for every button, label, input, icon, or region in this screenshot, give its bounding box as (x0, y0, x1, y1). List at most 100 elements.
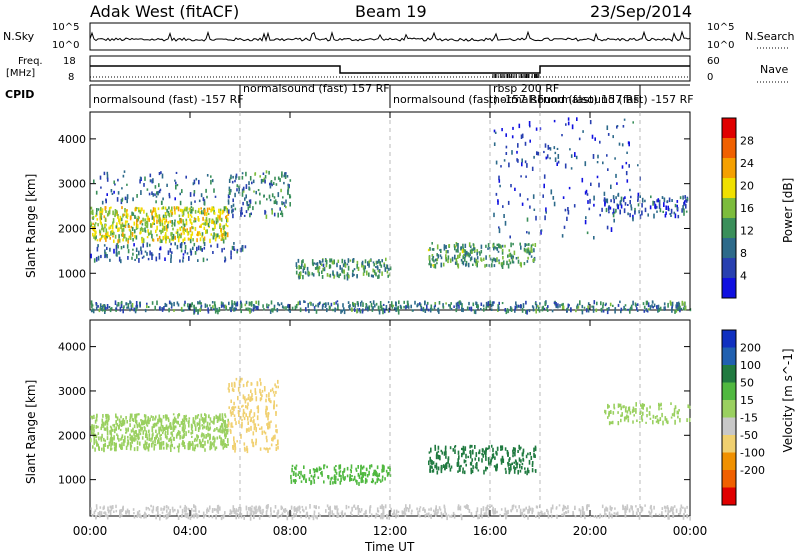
heatmap-cell (343, 478, 346, 481)
heatmap-cell (338, 274, 340, 279)
heatmap-cell (457, 461, 460, 467)
heatmap-cell (426, 304, 428, 310)
heatmap-cell (275, 447, 278, 451)
heatmap-cell (193, 509, 195, 512)
heatmap-cell (160, 421, 163, 427)
heatmap-cell (602, 304, 604, 309)
heatmap-cell (445, 463, 447, 467)
heatmap-cell (445, 250, 448, 254)
heatmap-cell (168, 512, 170, 515)
heatmap-cell (381, 271, 383, 276)
heatmap-cell (378, 310, 381, 315)
heatmap-cell (123, 224, 125, 227)
heatmap-cell (264, 179, 266, 184)
heatmap-cell (471, 458, 473, 462)
heatmap-cell (434, 302, 437, 305)
heatmap-cell (151, 442, 153, 448)
heatmap-cell (300, 266, 302, 270)
heatmap-cell (248, 187, 251, 191)
heatmap-cell (257, 410, 259, 414)
heatmap-cell (534, 302, 537, 305)
heatmap-cell (616, 125, 618, 129)
heatmap-cell (336, 509, 339, 514)
heatmap-cell (270, 443, 273, 447)
heatmap-cell (505, 152, 508, 155)
heatmap-cell (369, 464, 371, 470)
heatmap-cell (285, 199, 287, 204)
heatmap-cell (290, 505, 293, 510)
heatmap-cell (215, 220, 218, 225)
heatmap-cell (190, 428, 193, 431)
colorbar-tick-label: 200 (740, 342, 761, 355)
heatmap-cell (236, 188, 238, 192)
heatmap-cell (312, 468, 315, 471)
heatmap-cell (493, 301, 495, 304)
heatmap-cell (382, 464, 384, 468)
heatmap-cell (260, 178, 263, 184)
heatmap-cell (534, 243, 537, 247)
heatmap-cell (501, 249, 504, 255)
heatmap-cell (395, 301, 397, 306)
heatmap-cell (239, 377, 242, 383)
heatmap-cell (184, 504, 186, 508)
heatmap-cell (377, 259, 380, 264)
heatmap-cell (397, 510, 400, 514)
heatmap-cell (353, 302, 356, 307)
heatmap-cell (670, 214, 672, 217)
heatmap-cell (341, 269, 344, 274)
heatmap-cell (113, 423, 116, 428)
heatmap-cell (478, 514, 481, 519)
heatmap-cell (314, 267, 317, 270)
heatmap-cell (203, 514, 205, 519)
heatmap-cell (646, 300, 649, 305)
heatmap-cell (333, 481, 336, 484)
heatmap-cell (484, 452, 487, 457)
heatmap-cell (572, 512, 575, 515)
heatmap-cell (368, 470, 370, 476)
heatmap-cell (435, 454, 438, 460)
heatmap-cell (122, 309, 124, 314)
heatmap-cell (259, 447, 262, 451)
heatmap-cell (170, 439, 173, 443)
heatmap-cell (259, 192, 261, 196)
heatmap-cell (201, 222, 204, 225)
heatmap-cell (526, 231, 528, 234)
heatmap-cell (455, 308, 458, 313)
heatmap-cell (207, 439, 209, 444)
heatmap-cell (129, 441, 132, 445)
heatmap-cell (522, 453, 524, 457)
heatmap-cell (168, 195, 171, 199)
heatmap-cell (230, 429, 232, 434)
heatmap-cell (447, 258, 449, 264)
heatmap-cell (196, 415, 199, 419)
heatmap-cell (355, 507, 357, 510)
heatmap-cell (474, 309, 477, 315)
heatmap-cell (176, 512, 178, 516)
heatmap-cell (172, 421, 174, 426)
heatmap-cell (143, 513, 145, 519)
heatmap-cell (247, 307, 249, 311)
heatmap-cell (104, 249, 106, 254)
heatmap-cell (274, 434, 276, 440)
heatmap-cell (190, 431, 192, 435)
heatmap-cell (387, 472, 390, 476)
heatmap-cell (275, 404, 278, 407)
heatmap-cell (463, 470, 466, 475)
heatmap-cell (193, 515, 195, 519)
heatmap-cell (135, 206, 137, 212)
heatmap-cell (167, 210, 170, 214)
x-tick-label: 00:00 (73, 524, 108, 538)
heatmap-cell (317, 268, 319, 273)
heatmap-cell (227, 201, 230, 205)
heatmap-cell (542, 194, 544, 198)
heatmap-cell (494, 456, 496, 460)
heatmap-cell (318, 302, 321, 306)
heatmap-cell (171, 220, 173, 224)
heatmap-cell (313, 470, 316, 473)
heatmap-cell (167, 417, 170, 421)
heatmap-cell (149, 243, 151, 247)
heatmap-cell (230, 306, 232, 310)
heatmap-cell (684, 510, 686, 513)
heatmap-cell (472, 515, 475, 518)
heatmap-cell (136, 207, 138, 210)
